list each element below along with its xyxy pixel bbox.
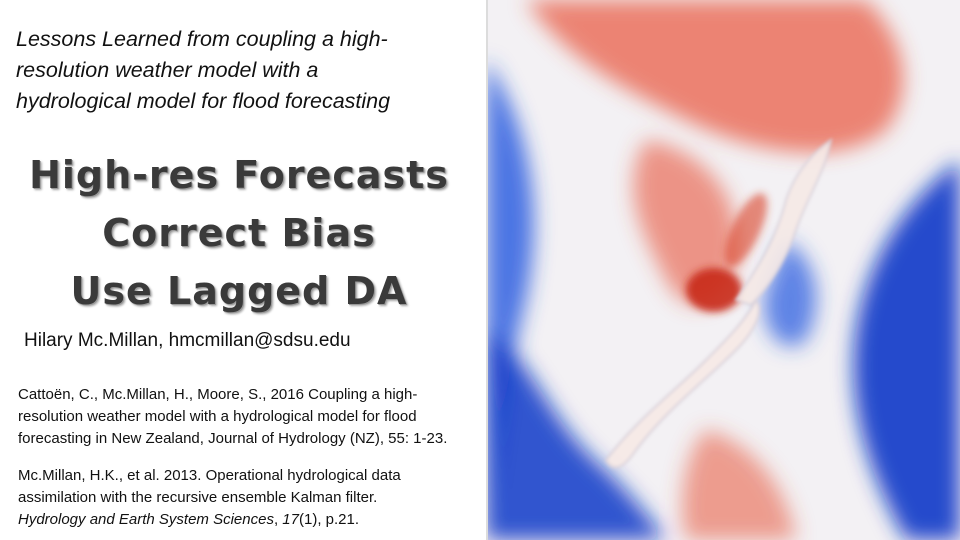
reference-line: assimilation with the recursive ensemble… [18,489,378,506]
reference-line: forecasting in New Zealand, Journal of H… [18,430,448,447]
warm-region-bottom [682,430,796,540]
map-left-border [486,0,488,540]
headline-line: Correct Bias [102,211,376,255]
reference-line: Hydrology and Earth System Sciences, 17(… [18,509,488,531]
headline: High-res Forecasts Correct Bias Use Lagg… [0,146,478,320]
subtitle-line: hydrological model for flood forecasting [16,89,391,113]
subtitle-line: resolution weather model with a [16,58,319,82]
subtitle-line: Lessons Learned from coupling a high- [16,27,388,51]
reference-line: resolution weather model with a hydrolog… [18,408,417,425]
separator: , [273,511,283,528]
hot-core [686,268,742,312]
south-island-outline [604,298,761,469]
weather-model-map-image [486,0,960,540]
headline-line: Use Lagged DA [70,269,408,313]
journal-pages: (1), p.21. [298,511,360,528]
reference-cattoen: Cattoën, C., Mc.Millan, H., Moore, S., 2… [18,384,488,450]
warm-region-top [526,0,904,153]
north-island-outline [734,137,833,307]
author-contact: Hilary Mc.Millan, hmcmillan@sdsu.edu [24,330,351,351]
reference-line: Mc.Millan, H.K., et al. 2013. Operationa… [18,467,401,484]
warm-region-center [633,140,738,305]
cool-region-bottom-left [486,330,666,540]
reference-line: Cattoën, C., Mc.Millan, H., Moore, S., 2… [18,386,418,403]
journal-volume: 17 [282,511,299,528]
journal-name: Hydrology and Earth System Sciences [18,511,274,528]
headline-line: High-res Forecasts [29,153,449,197]
subtitle: Lessons Learned from coupling a high- re… [16,24,486,117]
cool-region-right [853,160,960,540]
reference-mcmillan: Mc.Millan, H.K., et al. 2013. Operationa… [18,465,488,531]
hot-streak [724,193,768,267]
